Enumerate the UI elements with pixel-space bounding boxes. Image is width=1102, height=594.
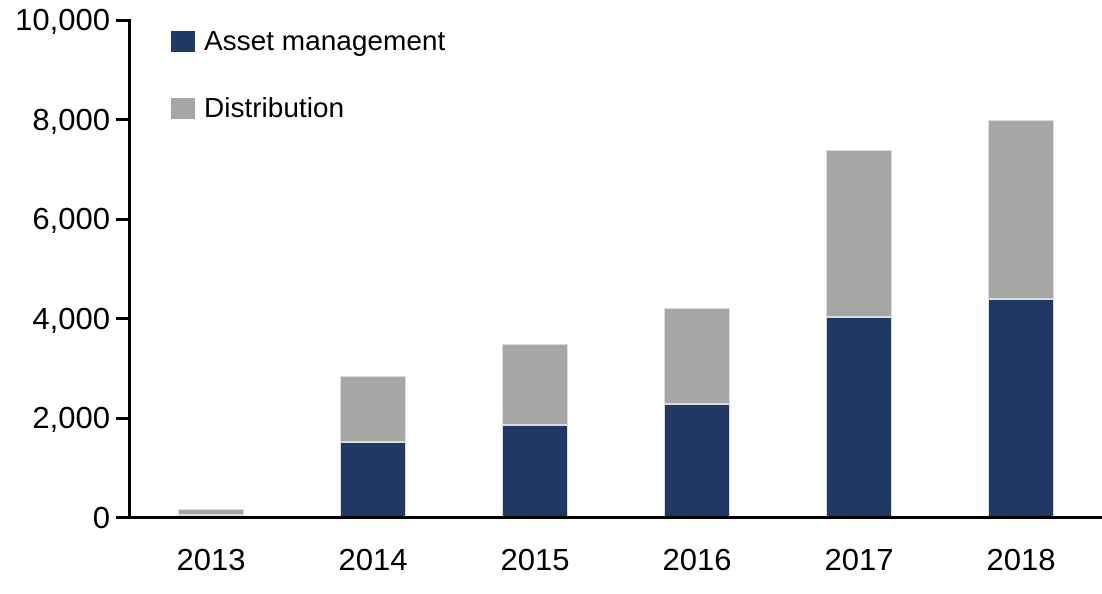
x-axis-tick-label-2018: 2018	[986, 542, 1056, 577]
bar-segment-2015-distribution	[502, 344, 568, 425]
x-axis-tick-label-2015: 2015	[500, 542, 570, 577]
y-axis-tick-mark	[116, 118, 128, 121]
y-axis-tick-label: 0	[92, 499, 110, 535]
bar-segment-2017-asset-management	[826, 317, 892, 518]
bar-segment-2014-distribution	[340, 376, 406, 443]
bar-segment-2017-distribution	[826, 150, 892, 317]
y-axis-tick-label: 6,000	[32, 201, 110, 236]
bar-segment-2014-asset-management	[340, 442, 406, 518]
legend-label-asset-management: Asset management	[204, 25, 446, 56]
x-axis-tick-label-2013: 2013	[176, 542, 246, 577]
y-axis-tick-mark	[116, 18, 128, 22]
legend-label-distribution: Distribution	[204, 92, 345, 123]
y-axis-tick-label: 2,000	[32, 400, 110, 435]
legend-item-asset-management: Asset management	[171, 24, 445, 58]
bar-segment-2018-asset-management	[988, 298, 1054, 518]
chart-legend: Asset management Distribution	[171, 24, 445, 158]
y-axis-tick-mark	[116, 317, 128, 320]
bar-segment-2015-asset-management	[502, 424, 568, 518]
legend-item-distribution: Distribution	[171, 91, 445, 125]
x-axis-line	[117, 516, 1102, 519]
x-axis-tick-label-2017: 2017	[824, 542, 894, 577]
legend-swatch-asset-management-icon	[171, 30, 195, 52]
y-axis-tick-label: 4,000	[32, 300, 110, 336]
y-axis-line	[128, 19, 131, 519]
legend-swatch-distribution-icon	[171, 97, 195, 119]
x-axis-tick-label-2016: 2016	[662, 542, 732, 577]
bar-segment-2018-distribution	[988, 119, 1054, 299]
y-axis-tick-label: 10,000	[15, 2, 110, 37]
bar-segment-2016-distribution	[664, 307, 730, 404]
y-axis-tick-mark	[116, 416, 128, 420]
bar-segment-2016-asset-management	[664, 403, 730, 518]
y-axis-tick-mark	[116, 217, 128, 221]
y-axis-tick-label: 8,000	[32, 101, 110, 137]
bar-segment-2013-distribution	[178, 509, 244, 515]
x-axis-tick-label-2014: 2014	[338, 542, 408, 577]
